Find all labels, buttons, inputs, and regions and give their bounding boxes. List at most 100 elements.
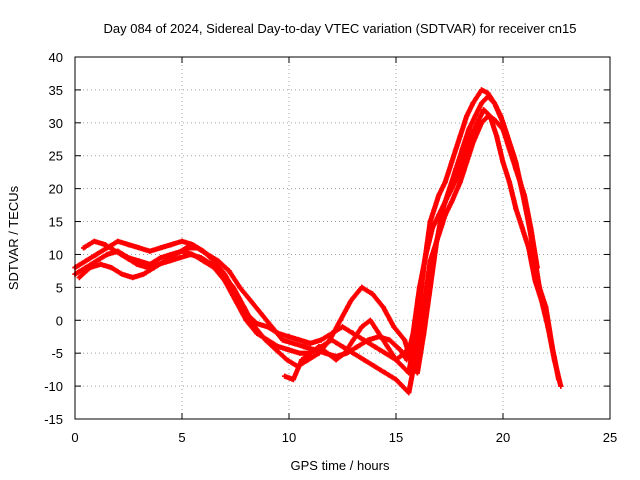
data-point bbox=[481, 107, 487, 113]
data-point bbox=[273, 347, 279, 353]
y-tick-label: -10 bbox=[44, 379, 63, 394]
data-point bbox=[470, 100, 476, 106]
data-point bbox=[282, 373, 288, 379]
data-point bbox=[472, 113, 478, 119]
data-point bbox=[402, 337, 408, 343]
data-point bbox=[504, 133, 510, 139]
data-point bbox=[446, 186, 453, 192]
x-tick-label: 20 bbox=[496, 430, 510, 445]
data-point bbox=[333, 357, 339, 363]
data-point bbox=[406, 390, 412, 396]
data-point bbox=[119, 271, 125, 277]
data-point bbox=[243, 317, 249, 323]
data-point bbox=[286, 334, 292, 340]
data-point bbox=[205, 251, 211, 258]
x-tick-label: 15 bbox=[389, 430, 403, 445]
data-point bbox=[558, 383, 564, 389]
data-point bbox=[457, 179, 463, 185]
data-point bbox=[361, 357, 367, 363]
data-point bbox=[348, 297, 354, 304]
data-point bbox=[393, 357, 399, 363]
data-point bbox=[479, 100, 485, 106]
data-point bbox=[350, 337, 356, 343]
data-point bbox=[530, 245, 536, 251]
data-point bbox=[442, 179, 448, 185]
data-point bbox=[399, 363, 405, 369]
data-point bbox=[76, 274, 82, 281]
data-point bbox=[108, 265, 114, 271]
data-point bbox=[479, 87, 485, 93]
data-point bbox=[258, 311, 264, 317]
data-point bbox=[427, 284, 433, 290]
data-point bbox=[232, 297, 239, 304]
data-point bbox=[136, 245, 142, 251]
data-point bbox=[226, 268, 232, 274]
data-point bbox=[179, 238, 185, 244]
tick-layer: 0 5 10 15 20 25 -15 -10 -5 0 5 10 15 20 25 30 35 40 bbox=[44, 50, 617, 445]
data-point bbox=[427, 218, 433, 225]
data-point bbox=[545, 324, 551, 330]
x-tick-label: 25 bbox=[603, 430, 617, 445]
data-point bbox=[113, 248, 119, 254]
data-point bbox=[440, 205, 446, 211]
data-point bbox=[382, 370, 388, 376]
data-point bbox=[408, 357, 414, 363]
data-point bbox=[115, 238, 121, 244]
data-point bbox=[536, 284, 542, 290]
data-point bbox=[354, 344, 361, 350]
data-point bbox=[491, 100, 497, 106]
data-point bbox=[485, 93, 491, 100]
data-point bbox=[230, 284, 236, 290]
data-point bbox=[339, 344, 346, 350]
data-point bbox=[513, 205, 519, 211]
x-axis-label: GPS time / hours bbox=[291, 458, 390, 473]
y-tick-label: 10 bbox=[49, 247, 63, 262]
data-point bbox=[372, 344, 378, 350]
data-point bbox=[410, 330, 416, 336]
data-point bbox=[337, 317, 343, 323]
data-point bbox=[177, 255, 183, 261]
data-point bbox=[402, 350, 408, 356]
data-point bbox=[247, 297, 254, 304]
data-point bbox=[194, 245, 200, 251]
data-point bbox=[252, 324, 258, 330]
data-point bbox=[342, 350, 348, 356]
data-point bbox=[297, 337, 303, 343]
y-axis-label: SDTVAR / TECUs bbox=[6, 185, 21, 290]
data-point bbox=[318, 337, 324, 343]
x-tick-label: 5 bbox=[178, 430, 185, 445]
data-point bbox=[145, 265, 151, 271]
y-tick-label: 30 bbox=[49, 116, 63, 131]
plot-frame bbox=[74, 56, 611, 420]
data-point bbox=[125, 242, 132, 248]
data-point bbox=[316, 344, 322, 350]
data-point bbox=[198, 255, 204, 261]
data-point bbox=[237, 284, 243, 290]
data-point bbox=[262, 337, 269, 343]
y-tick-label: 20 bbox=[49, 182, 63, 197]
data-point bbox=[91, 238, 97, 244]
data-point bbox=[130, 274, 136, 281]
y-tick-label: 5 bbox=[56, 280, 63, 295]
data-point bbox=[284, 357, 290, 363]
data-point bbox=[416, 284, 423, 290]
data-point bbox=[384, 344, 390, 350]
data-point bbox=[421, 330, 427, 336]
series-track-b bbox=[72, 113, 540, 396]
y-tick-label: -15 bbox=[44, 412, 63, 427]
data-point bbox=[367, 317, 373, 323]
y-tick-label: 40 bbox=[49, 50, 63, 65]
data-point bbox=[123, 255, 129, 261]
data-point bbox=[286, 347, 292, 353]
data-point bbox=[436, 192, 442, 198]
data-point bbox=[290, 376, 296, 383]
data-point bbox=[324, 350, 331, 356]
data-point bbox=[81, 245, 87, 251]
series-track-a bbox=[72, 87, 562, 383]
data-point bbox=[275, 344, 281, 350]
data-point bbox=[511, 153, 517, 159]
data-point bbox=[215, 258, 221, 264]
data-point bbox=[429, 225, 435, 231]
y-tick-label: 15 bbox=[49, 215, 63, 230]
